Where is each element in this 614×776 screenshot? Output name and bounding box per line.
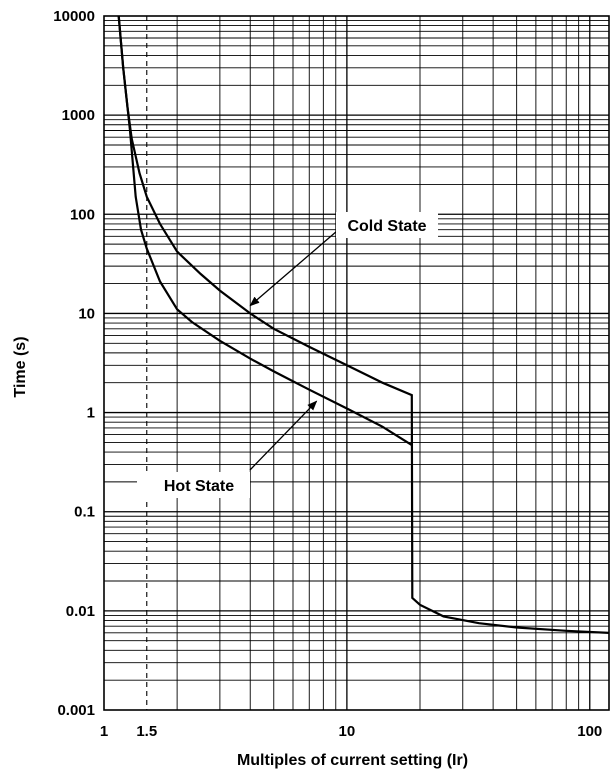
grid	[104, 16, 609, 710]
series-line-hot-state	[117, 15, 413, 447]
annotations: Cold State Hot State	[137, 212, 438, 498]
annotation-label-bg	[336, 212, 438, 238]
x-tick-label: 100	[577, 723, 602, 740]
y-tick-label: 10	[78, 305, 95, 322]
y-tick-label: 1	[87, 405, 95, 422]
y-tick-label: 1000	[62, 107, 95, 124]
annotation-cold-state: Cold State	[249, 212, 438, 307]
curves	[117, 15, 610, 634]
y-tick-label: 10000	[53, 8, 95, 25]
series-line-cold-state	[117, 15, 610, 634]
y-tick-label: 0.01	[66, 603, 95, 620]
y-tick-labels: 0.001 0.01 0.1 1 10 100 1000 10000	[53, 8, 95, 719]
annotation-label-bg	[137, 472, 250, 498]
x-tick-label: 10	[339, 723, 356, 740]
y-tick-label: 100	[70, 206, 95, 223]
x-axis-title: Multiples of current setting (Ir)	[237, 752, 468, 769]
annotation-hot-state: Hot State	[137, 400, 318, 498]
annotation-label: Cold State	[347, 218, 426, 235]
y-axis-title: Time (s)	[12, 336, 29, 397]
x-tick-label: 1	[100, 723, 108, 740]
annotation-arrow	[249, 230, 338, 307]
y-tick-label: 0.001	[57, 702, 95, 719]
annotation-arrow	[249, 400, 318, 471]
x-tick-label: 1.5	[136, 723, 157, 740]
plot-frame	[103, 15, 610, 711]
annotation-label: Hot State	[164, 478, 234, 495]
y-tick-label: 0.1	[74, 504, 95, 521]
x-tick-labels: 1 1.5 10 100	[100, 723, 602, 740]
